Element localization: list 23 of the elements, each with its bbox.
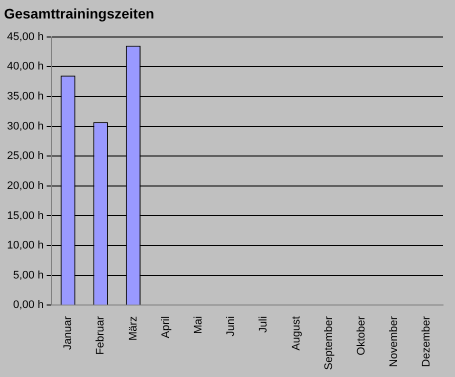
x-tick-label: April xyxy=(160,316,172,338)
x-tick-label: August xyxy=(290,316,302,350)
y-tick-label: 45,00 h xyxy=(7,30,44,43)
y-tick-label: 10,00 h xyxy=(7,240,44,252)
x-tick-label: Oktober xyxy=(356,316,368,356)
x-tick-label: Januar xyxy=(62,316,74,350)
x-tick-label: Juni xyxy=(225,316,238,336)
y-tick-label: 0,00 h xyxy=(13,299,44,312)
x-tick-label: Dezember xyxy=(420,316,433,367)
chart-title: Gesamttrainingszeiten xyxy=(4,5,154,22)
y-tick-label: 25,00 h xyxy=(7,150,44,162)
x-tick-label: September xyxy=(322,316,335,370)
x-tick-label: November xyxy=(388,316,400,367)
x-tick-label: Juli xyxy=(258,316,270,333)
x-tick-label: Mai xyxy=(192,316,204,334)
y-tick-label: 5,00 h xyxy=(13,269,44,282)
y-tick-label: 35,00 h xyxy=(7,90,44,102)
x-tick-label: März xyxy=(127,316,140,341)
x-tick-label: Februar xyxy=(94,316,107,355)
y-tick-label: 20,00 h xyxy=(7,180,44,192)
y-tick-label: 30,00 h xyxy=(7,120,44,132)
y-tick-label: 40,00 h xyxy=(7,60,44,73)
y-tick-label: 15,00 h xyxy=(7,210,44,222)
